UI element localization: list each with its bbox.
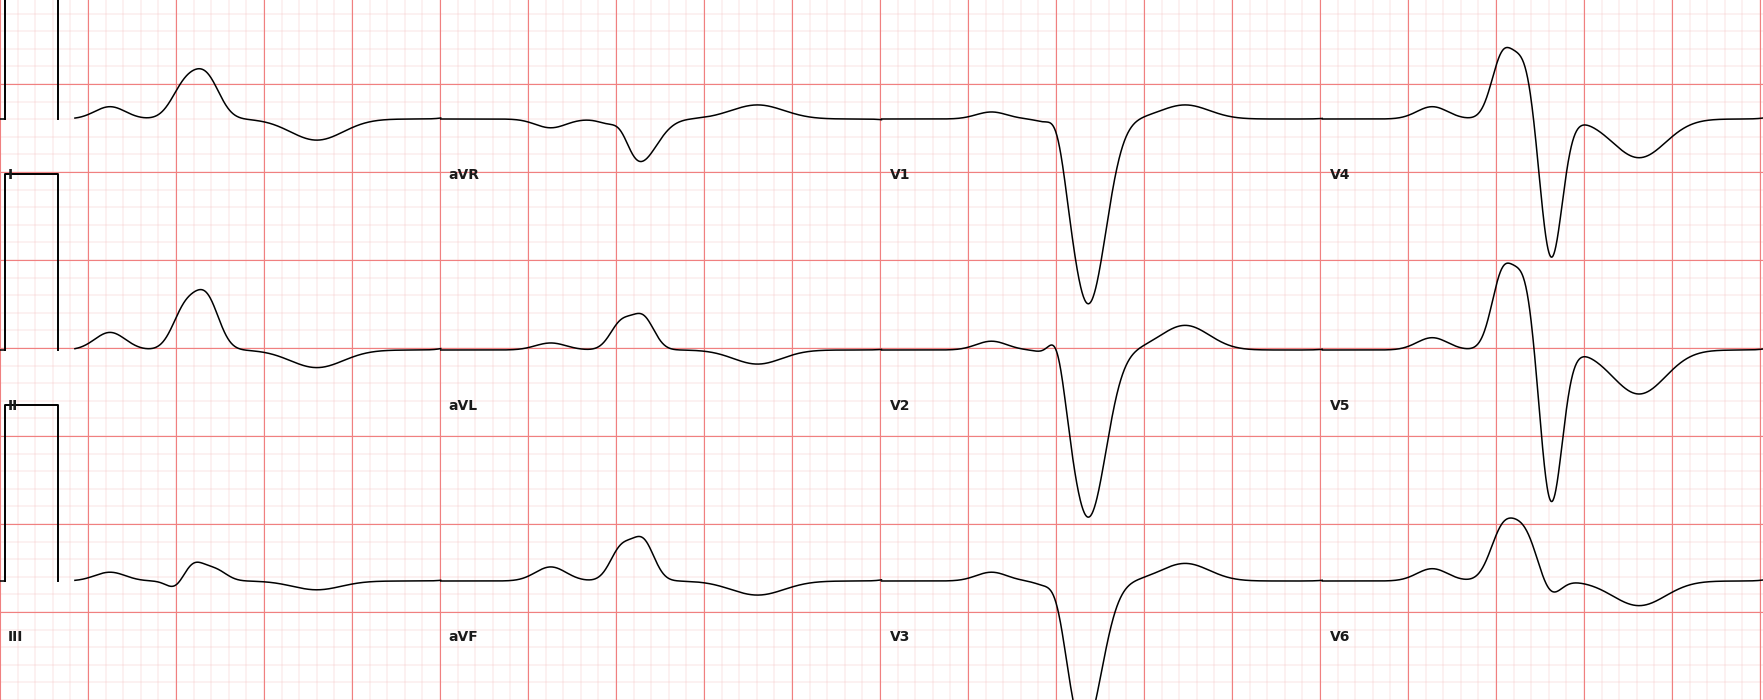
Text: V6: V6 bbox=[1331, 630, 1350, 644]
Text: V2: V2 bbox=[890, 399, 910, 413]
Text: III: III bbox=[9, 630, 23, 644]
Text: I: I bbox=[9, 168, 12, 182]
Text: II: II bbox=[9, 399, 18, 413]
Text: V4: V4 bbox=[1331, 168, 1350, 182]
Text: V1: V1 bbox=[890, 168, 910, 182]
Text: aVR: aVR bbox=[450, 168, 480, 182]
Text: V5: V5 bbox=[1331, 399, 1350, 413]
Text: aVL: aVL bbox=[450, 399, 478, 413]
Text: aVF: aVF bbox=[450, 630, 478, 644]
Text: V3: V3 bbox=[890, 630, 910, 644]
